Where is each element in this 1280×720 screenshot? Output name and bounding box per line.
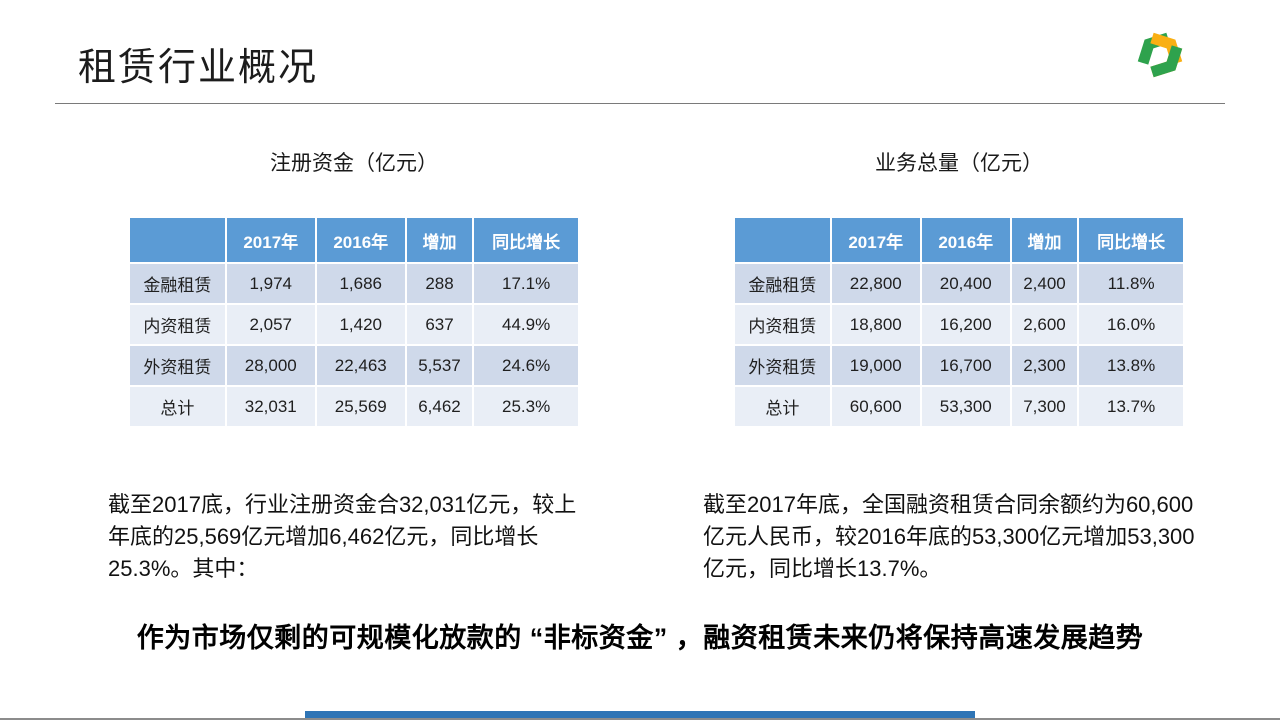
bottom-edge-line [0,718,1280,720]
row-label: 金融租赁 [733,262,832,305]
row-label: 总计 [128,385,227,428]
cell-2017: 22,800 [829,262,922,305]
cell-increase: 637 [404,303,475,346]
header-cell-increase: 增加 [1009,216,1080,264]
row-label: 内资租赁 [733,303,832,346]
header-cell-2017: 2017年 [224,216,317,264]
row-label: 外资租赁 [128,344,227,387]
table-row: 总计 60,600 53,300 7,300 13.7% [733,385,1185,428]
cell-increase: 288 [404,262,475,305]
cell-2016: 25,569 [314,385,407,428]
cell-2016: 22,463 [314,344,407,387]
row-label: 总计 [733,385,832,428]
cell-2017: 19,000 [829,344,922,387]
cell-2016: 16,700 [919,344,1012,387]
header-cell-yoy: 同比增长 [1077,216,1185,264]
header-cell-2016: 2016年 [919,216,1012,264]
cell-yoy: 11.8% [1077,262,1185,305]
cell-yoy: 13.7% [1077,385,1185,428]
header-cell-yoy: 同比增长 [472,216,580,264]
cell-yoy: 17.1% [472,262,580,305]
table-row: 内资租赁 18,800 16,200 2,600 16.0% [733,303,1185,346]
bottom-accent-bar [305,711,975,718]
registered-capital-note: 截至2017底，行业注册资金合32,031亿元，较上年底的25,569亿元增加6… [108,492,577,581]
header-cell-increase: 增加 [404,216,475,264]
cell-increase: 2,600 [1009,303,1080,346]
cell-2016: 1,686 [314,262,407,305]
cell-2017: 32,031 [224,385,317,428]
cell-2017: 1,974 [224,262,317,305]
header-cell-blank [128,216,227,264]
header-cell-2017: 2017年 [829,216,922,264]
table-row: 外资租赁 19,000 16,700 2,300 13.8% [733,344,1185,387]
title-divider [55,103,1225,104]
cell-increase: 7,300 [1009,385,1080,428]
cell-yoy: 24.6% [472,344,580,387]
registered-capital-table: 2017年 2016年 增加 同比增长 金融租赁 1,974 1,686 288… [128,216,580,428]
cell-2016: 20,400 [919,262,1012,305]
cell-2017: 2,057 [224,303,317,346]
cell-increase: 2,400 [1009,262,1080,305]
cell-2017: 28,000 [224,344,317,387]
key-statement: 作为市场仅剩的可规模化放款的 “非标资金” ，融资租赁未来仍将保持高速发展趋势 [136,623,1144,653]
business-volume-table-title: 业务总量（亿元） [875,152,1043,175]
table-row: 金融租赁 22,800 20,400 2,400 11.8% [733,262,1185,305]
row-label: 外资租赁 [733,344,832,387]
cell-yoy: 44.9% [472,303,580,346]
header-cell-2016: 2016年 [314,216,407,264]
cell-2017: 60,600 [829,385,922,428]
company-logo-icon [1136,31,1184,79]
table-header-row: 2017年 2016年 增加 同比增长 [733,216,1185,264]
cell-2016: 16,200 [919,303,1012,346]
cell-increase: 2,300 [1009,344,1080,387]
table-row: 外资租赁 28,000 22,463 5,537 24.6% [128,344,580,387]
table-row: 内资租赁 2,057 1,420 637 44.9% [128,303,580,346]
table-header-row: 2017年 2016年 增加 同比增长 [128,216,580,264]
header-cell-blank [733,216,832,264]
table-row: 总计 32,031 25,569 6,462 25.3% [128,385,580,428]
cell-yoy: 25.3% [472,385,580,428]
cell-yoy: 16.0% [1077,303,1185,346]
cell-increase: 5,537 [404,344,475,387]
row-label: 内资租赁 [128,303,227,346]
business-volume-table: 2017年 2016年 增加 同比增长 金融租赁 22,800 20,400 2… [733,216,1185,428]
table-row: 金融租赁 1,974 1,686 288 17.1% [128,262,580,305]
cell-increase: 6,462 [404,385,475,428]
business-volume-note: 截至2017年底，全国融资租赁合同余额约为60,600亿元人民币，较2016年底… [703,492,1195,581]
cell-2016: 1,420 [314,303,407,346]
row-label: 金融租赁 [128,262,227,305]
cell-2017: 18,800 [829,303,922,346]
cell-2016: 53,300 [919,385,1012,428]
page-title: 租赁行业概况 [78,47,319,89]
cell-yoy: 13.8% [1077,344,1185,387]
registered-capital-table-title: 注册资金（亿元） [270,152,438,175]
